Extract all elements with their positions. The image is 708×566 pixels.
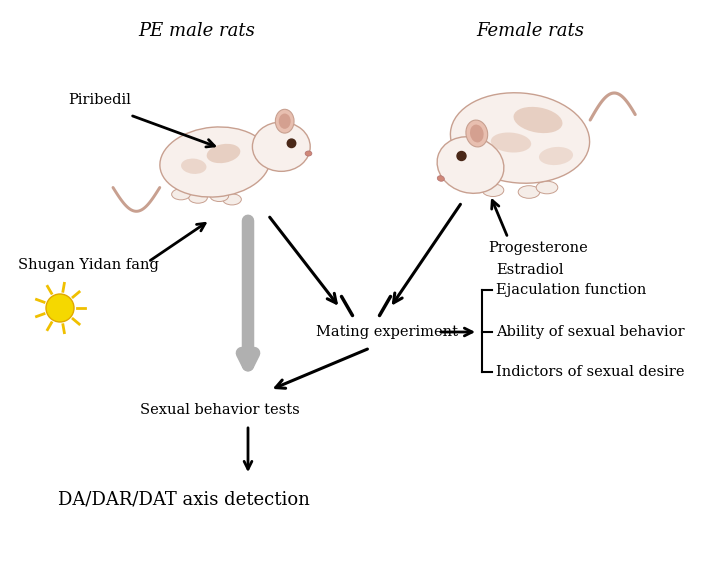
Circle shape — [287, 139, 296, 148]
Text: Ability of sexual behavior: Ability of sexual behavior — [496, 325, 685, 339]
Text: Mating experiment: Mating experiment — [316, 325, 458, 339]
Ellipse shape — [171, 189, 190, 200]
Circle shape — [457, 152, 466, 161]
Text: Ejaculation function: Ejaculation function — [496, 283, 646, 297]
Circle shape — [46, 294, 74, 322]
Ellipse shape — [482, 184, 504, 196]
Ellipse shape — [536, 181, 558, 194]
Ellipse shape — [438, 175, 445, 181]
Ellipse shape — [450, 93, 590, 183]
Ellipse shape — [437, 136, 504, 194]
Ellipse shape — [518, 186, 539, 198]
Text: Progesterone: Progesterone — [488, 241, 588, 255]
Text: Piribedil: Piribedil — [68, 93, 131, 107]
Ellipse shape — [279, 114, 291, 129]
Ellipse shape — [275, 109, 294, 133]
Ellipse shape — [305, 151, 312, 156]
Ellipse shape — [466, 120, 488, 147]
Ellipse shape — [459, 177, 481, 189]
Ellipse shape — [181, 158, 207, 174]
Text: Estradiol: Estradiol — [496, 263, 564, 277]
Ellipse shape — [470, 125, 484, 143]
Ellipse shape — [252, 122, 310, 171]
Ellipse shape — [539, 147, 573, 165]
Text: Sexual behavior tests: Sexual behavior tests — [140, 403, 299, 417]
Ellipse shape — [513, 107, 562, 133]
Text: Shugan Yidan fang: Shugan Yidan fang — [18, 258, 159, 272]
Text: Female rats: Female rats — [476, 22, 584, 40]
Text: Indictors of sexual desire: Indictors of sexual desire — [496, 365, 685, 379]
Ellipse shape — [210, 191, 229, 201]
Ellipse shape — [160, 127, 270, 197]
Ellipse shape — [207, 144, 240, 163]
Ellipse shape — [188, 192, 207, 203]
Text: DA/DAR/DAT axis detection: DA/DAR/DAT axis detection — [58, 491, 310, 509]
Text: PE male rats: PE male rats — [139, 22, 256, 40]
Ellipse shape — [222, 194, 241, 205]
Ellipse shape — [491, 132, 531, 152]
